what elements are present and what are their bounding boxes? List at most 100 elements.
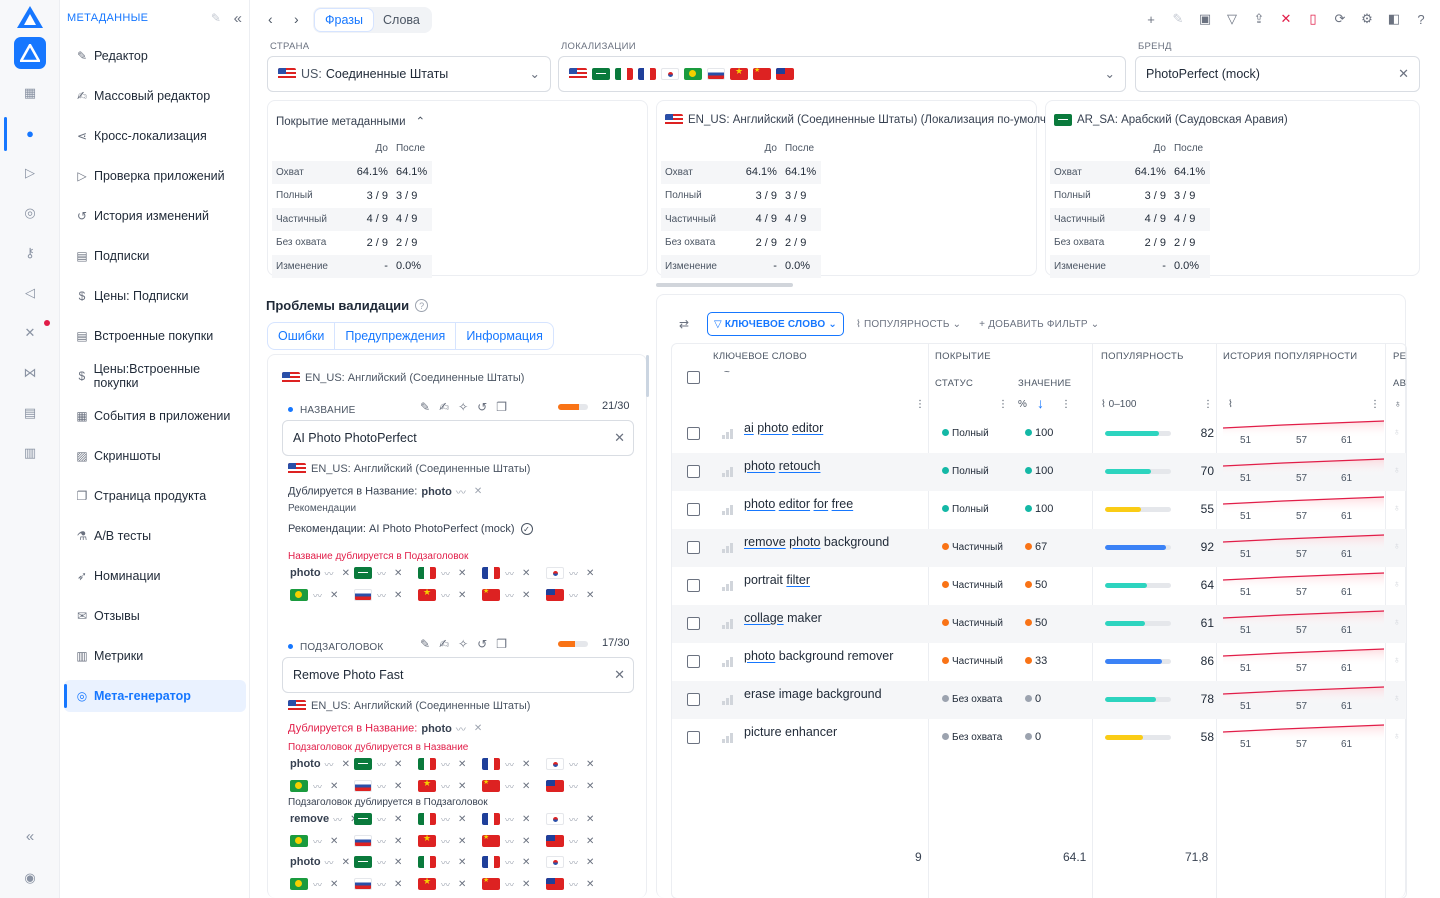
edit-icon[interactable]: ✎: [1172, 11, 1184, 26]
row-checkbox[interactable]: [687, 693, 700, 706]
panel-icon[interactable]: ◧: [1387, 11, 1401, 26]
flag-chip[interactable]: 〰✕: [546, 875, 608, 893]
remove-chip-icon[interactable]: ✕: [458, 567, 467, 579]
vertical-scrollbar[interactable]: [646, 355, 649, 397]
clear-icon[interactable]: ✕: [614, 430, 625, 445]
edit-square-icon[interactable]: ✍: [439, 400, 450, 414]
name-input[interactable]: AI Photo PhotoPerfect ✕: [282, 420, 634, 456]
remove-chip-icon[interactable]: ✕: [586, 878, 595, 890]
keyword-filter-value[interactable]: ~: [724, 367, 730, 378]
keyword-text[interactable]: photo retouch: [744, 459, 820, 473]
pencil-icon[interactable]: ✎: [210, 11, 222, 25]
flag-chip[interactable]: 〰✕: [482, 586, 544, 604]
keyword-row[interactable]: remove photo background Частичный 67 92 51 57…: [672, 529, 1406, 567]
remove-chip-icon[interactable]: ✕: [586, 835, 595, 847]
keyword-text[interactable]: picture enhancer: [744, 725, 837, 739]
col-avt[interactable]: АВТ: [1393, 378, 1406, 389]
remove-chip-icon[interactable]: ✕: [522, 589, 531, 601]
col-keyword[interactable]: КЛЮЧЕВОЕ СЛОВО: [713, 351, 807, 362]
collapse-sidebar-icon[interactable]: «: [233, 9, 243, 27]
pin-icon[interactable]: ♁: [1393, 465, 1401, 476]
remove-chip-icon[interactable]: ✕: [522, 813, 531, 825]
history-icon[interactable]: ↺: [477, 400, 488, 414]
refresh-icon[interactable]: ⟳: [1334, 11, 1346, 26]
tab-warnings[interactable]: Предупреждения: [335, 323, 457, 349]
flag-chip[interactable]: 〰✕: [546, 564, 608, 582]
flag-chip[interactable]: 〰✕: [546, 586, 608, 604]
remove-chip-icon[interactable]: ✕: [330, 780, 339, 792]
sidebar-item[interactable]: ▥ Метрики: [64, 640, 246, 672]
sidebar-item[interactable]: ▨ Скриншоты: [64, 440, 246, 472]
flag-chip[interactable]: 〰✕: [482, 755, 544, 773]
keyword-row[interactable]: photo background remover Частичный 33 86 51 5…: [672, 643, 1406, 681]
remove-chip-icon[interactable]: ✕: [458, 780, 467, 792]
flag-chip[interactable]: 〰✕: [418, 755, 480, 773]
clear-icon[interactable]: ✕: [614, 667, 625, 682]
flag-chip[interactable]: 〰✕: [482, 832, 544, 850]
flag-chip[interactable]: 〰✕: [546, 755, 608, 773]
keyword-text[interactable]: erase image background: [744, 687, 882, 701]
remove-chip-icon[interactable]: ✕: [394, 878, 403, 890]
google-play-icon[interactable]: ▷: [25, 165, 35, 180]
chevron-up-icon[interactable]: ⌃: [415, 116, 426, 128]
magic-icon[interactable]: ✧: [458, 637, 469, 651]
remove-chip-icon[interactable]: ✕: [330, 835, 339, 847]
flag-chip[interactable]: 〰✕: [546, 853, 608, 871]
keyword-text[interactable]: portrait filter: [744, 573, 810, 587]
flag-chip[interactable]: 〰✕: [290, 875, 352, 893]
sidebar-item[interactable]: ✉ Отзывы: [64, 600, 246, 632]
help-icon[interactable]: ?: [415, 299, 429, 312]
flag-chip[interactable]: 〰✕: [482, 853, 544, 871]
flag-chip[interactable]: 〰✕: [354, 586, 416, 604]
flag-chip[interactable]: 〰✕: [418, 832, 480, 850]
flag-chip[interactable]: 〰✕: [418, 853, 480, 871]
tab-errors[interactable]: Ошибки: [268, 323, 336, 349]
keyword-row[interactable]: erase image background Без охвата 0 78 51 57 6…: [672, 681, 1406, 719]
target-icon[interactable]: ◎: [24, 205, 36, 220]
keyword-row[interactable]: photo editor for free Полный 100 55 51 57 61 ♁: [672, 491, 1406, 529]
flag-chip[interactable]: 〰✕: [354, 755, 416, 773]
col-popularity[interactable]: ПОПУЛЯРНОСТЬ: [1101, 351, 1184, 362]
keyword-text[interactable]: photo editor for free: [744, 497, 853, 511]
remove-chip-icon[interactable]: ✕: [586, 758, 595, 770]
sidebar-item[interactable]: $ Цены:Встроенные покупки: [64, 360, 246, 392]
pencil-icon[interactable]: ✎: [420, 637, 431, 651]
row-checkbox[interactable]: [687, 427, 700, 440]
copy-icon[interactable]: ❐: [496, 400, 508, 414]
flag-chip[interactable]: 〰✕: [546, 832, 608, 850]
coverage-card-title[interactable]: Покрытие метаданными ⌃: [276, 116, 426, 128]
close-icon[interactable]: ✕: [1280, 11, 1292, 26]
add-icon[interactable]: +: [1147, 11, 1155, 27]
keyword-text[interactable]: remove photo background: [744, 535, 889, 549]
subtitle-input[interactable]: Remove Photo Fast ✕: [282, 657, 634, 693]
row-checkbox[interactable]: [687, 655, 700, 668]
country-select[interactable]: US: Соединенные Штаты ⌄: [267, 56, 551, 92]
clear-icon[interactable]: ✕: [1398, 66, 1409, 81]
tools-icon[interactable]: ✕: [24, 325, 36, 340]
remove-chip-icon[interactable]: ✕: [522, 878, 531, 890]
remove-chip-icon[interactable]: ✕: [586, 856, 595, 868]
megaphone-icon[interactable]: ◁: [25, 285, 35, 300]
settings-icon[interactable]: ⚙: [1361, 11, 1373, 26]
apple-icon[interactable]: ●: [26, 125, 34, 141]
remove-chip-icon[interactable]: ✕: [394, 856, 403, 868]
keyword-text[interactable]: photo background remover: [744, 649, 893, 663]
magic-icon[interactable]: ✧: [458, 400, 469, 414]
brand-input[interactable]: PhotoPerfect (mock) ✕: [1135, 56, 1420, 92]
col-coverage[interactable]: ПОКРЫТИЕ: [935, 351, 991, 362]
row-checkbox[interactable]: [687, 541, 700, 554]
add-filter-button[interactable]: + ДОБАВИТЬ ФИЛЬТР ⌄: [979, 318, 1100, 330]
pin-icon[interactable]: ♁: [1394, 399, 1402, 410]
keyword-row[interactable]: ai photo editor Полный 100 82 51 57 61 ♁: [672, 415, 1406, 453]
flag-chip[interactable]: 〰✕: [418, 564, 480, 582]
app-logo-icon[interactable]: [14, 37, 46, 69]
col-status[interactable]: СТАТУС: [935, 378, 974, 389]
flag-chip[interactable]: 〰✕: [418, 586, 480, 604]
keyword-row[interactable]: photo retouch Полный 100 70 51 57 61 ♁: [672, 453, 1406, 491]
pencil-icon[interactable]: ✎: [420, 400, 431, 414]
user-profile-icon[interactable]: ◉: [24, 870, 36, 885]
remove-chip-icon[interactable]: ✕: [458, 835, 467, 847]
keyword-row[interactable]: portrait filter Частичный 50 64 51 57 61 ♁: [672, 567, 1406, 605]
pin-icon[interactable]: ♁: [1393, 655, 1401, 666]
flag-chip[interactable]: 〰✕: [482, 564, 544, 582]
